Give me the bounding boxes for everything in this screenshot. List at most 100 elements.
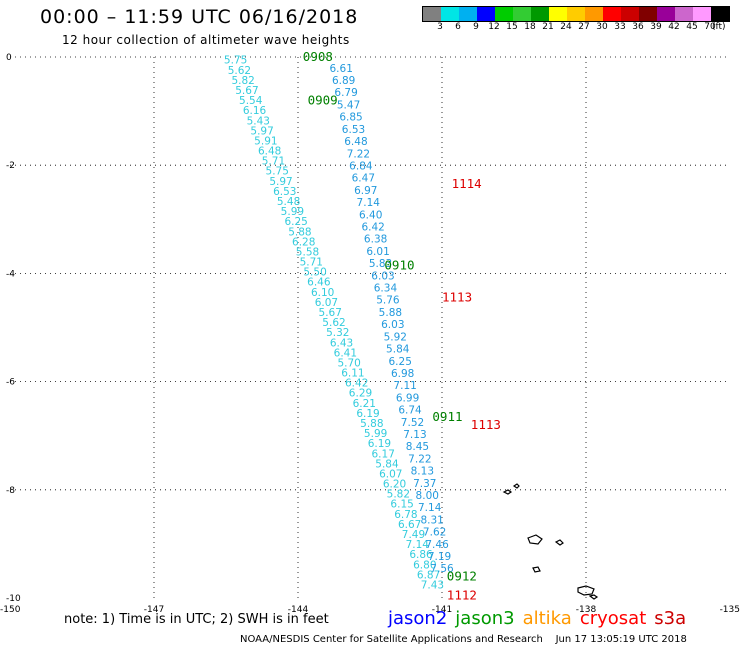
swh-value-label: 6.86 bbox=[409, 549, 433, 561]
colorbar-label: 42 bbox=[668, 22, 680, 32]
swh-value-label: 6.47 bbox=[352, 173, 375, 185]
colorbar-swatch bbox=[657, 7, 675, 21]
swh-value-label: 6.03 bbox=[371, 270, 394, 282]
colorbar-swatch bbox=[567, 7, 585, 21]
swh-value-label: 6.61 bbox=[330, 63, 353, 75]
swh-value-label: 7.37 bbox=[413, 478, 436, 490]
swh-value-label: 5.76 bbox=[376, 295, 400, 307]
swh-value-label: 5.97 bbox=[269, 176, 292, 188]
swh-value-label: 5.43 bbox=[247, 115, 270, 127]
colorbar-label: 15 bbox=[506, 22, 518, 32]
swh-value-label: 8.45 bbox=[406, 441, 429, 453]
pass-time-label: 0911 bbox=[432, 409, 462, 424]
swh-value-label: 6.28 bbox=[292, 236, 315, 248]
pass-time-label: 1113 bbox=[471, 417, 501, 432]
swh-value-label: 6.42 bbox=[361, 221, 384, 233]
swh-value-label: 6.01 bbox=[366, 246, 389, 258]
y-tick-label: -8 bbox=[6, 486, 15, 496]
swh-value-label: 6.87 bbox=[417, 569, 440, 581]
swh-value-label: 6.48 bbox=[344, 136, 367, 148]
colorbar-label: 39 bbox=[650, 22, 662, 32]
swh-value-label: 5.58 bbox=[296, 246, 319, 258]
island-outline bbox=[554, 539, 564, 546]
swh-value-label: 5.47 bbox=[337, 99, 360, 111]
swh-value-label: 7.46 bbox=[425, 539, 449, 551]
colorbar-label: 30 bbox=[596, 22, 608, 32]
colorbar-label: 12 bbox=[488, 22, 500, 32]
swh-value-label: 5.99 bbox=[364, 428, 387, 440]
pass-time-label: 0910 bbox=[384, 257, 414, 272]
swh-value-label: 6.42 bbox=[345, 378, 368, 390]
y-tick-label: 0 bbox=[6, 53, 12, 63]
swh-value-label: 5.62 bbox=[322, 317, 345, 329]
swh-value-label: 6.19 bbox=[356, 408, 379, 420]
swh-value-label: 5.82 bbox=[387, 489, 410, 501]
colorbar-label: 36 bbox=[632, 22, 644, 32]
colorbar-swatch bbox=[549, 7, 567, 21]
swh-value-label: 5.71 bbox=[262, 156, 285, 168]
swh-value-label: 6.53 bbox=[273, 186, 296, 198]
swh-value-label: 5.48 bbox=[277, 196, 300, 208]
x-tick-label: -150 bbox=[0, 605, 21, 615]
colorbar-label: 9 bbox=[473, 22, 479, 32]
swh-value-label: 7.62 bbox=[423, 527, 446, 539]
swh-value-label: 6.98 bbox=[391, 368, 414, 380]
legend-item-cryosat: cryosat bbox=[579, 608, 647, 629]
swh-value-label: 5.88 bbox=[379, 307, 402, 319]
legend-item-jason2: jason2 bbox=[388, 608, 448, 629]
colorbar-label: 18 bbox=[524, 22, 536, 32]
y-tick-label: -6 bbox=[6, 378, 15, 388]
swh-value-label: 7.43 bbox=[421, 579, 444, 591]
swh-value-label: 7.52 bbox=[401, 417, 424, 429]
swh-value-label: 7.14 bbox=[406, 539, 430, 551]
swh-value-label: 5.67 bbox=[319, 307, 342, 319]
swh-value-label: 6.48 bbox=[258, 146, 281, 158]
swh-value-label: 6.40 bbox=[359, 209, 382, 221]
pass-time-label: 1114 bbox=[452, 176, 482, 191]
swh-value-label: 6.07 bbox=[379, 468, 402, 480]
swh-value-label: 6.99 bbox=[396, 392, 419, 404]
y-tick-label: -2 bbox=[6, 161, 15, 171]
island-outline bbox=[512, 483, 520, 489]
swh-value-label: 6.20 bbox=[383, 479, 406, 491]
island-outline bbox=[532, 566, 541, 573]
swh-value-label: 6.15 bbox=[390, 499, 413, 511]
swh-value-label: 6.03 bbox=[381, 319, 404, 331]
colorbar-label: 24 bbox=[560, 22, 572, 32]
legend-item-s3a: s3a bbox=[654, 608, 687, 629]
colorbar bbox=[422, 6, 730, 22]
swh-value-label: 6.38 bbox=[364, 234, 387, 246]
legend-item-jason3: jason3 bbox=[455, 608, 515, 629]
swh-value-label: 7.56 bbox=[430, 563, 454, 575]
legend-item-altika: altika bbox=[522, 608, 572, 629]
credit-text: NOAA/NESDIS Center for Satellite Applica… bbox=[240, 634, 687, 645]
colorbar-swatch bbox=[423, 7, 441, 21]
colorbar-label: 27 bbox=[578, 22, 590, 32]
colorbar-swatch bbox=[621, 7, 639, 21]
swh-value-label: 7.14 bbox=[418, 502, 442, 514]
swh-value-label: 5.99 bbox=[281, 206, 304, 218]
x-tick-label: -138 bbox=[576, 605, 597, 615]
swh-value-label: 6.17 bbox=[372, 448, 395, 460]
colorbar-label: 33 bbox=[614, 22, 626, 32]
swh-value-label: 5.75 bbox=[266, 166, 289, 178]
swh-value-label: 7.22 bbox=[347, 148, 370, 160]
swh-value-label: 5.71 bbox=[300, 257, 323, 269]
x-tick-label: -135 bbox=[720, 605, 740, 615]
swh-value-label: 5.75 bbox=[224, 55, 247, 67]
colorbar-swatch bbox=[477, 7, 495, 21]
swh-value-label: 5.82 bbox=[231, 75, 254, 87]
swh-value-label: 6.46 bbox=[307, 277, 331, 289]
swh-value-label: 6.11 bbox=[341, 368, 364, 380]
swh-value-label: 8.13 bbox=[411, 466, 434, 478]
colorbar-swatch bbox=[495, 7, 513, 21]
y-tick-label: -4 bbox=[6, 269, 15, 279]
swh-value-label: 7.11 bbox=[393, 380, 416, 392]
swh-value-label: 6.16 bbox=[243, 105, 267, 117]
swh-value-label: 6.85 bbox=[339, 112, 362, 124]
swh-value-label: 6.19 bbox=[368, 438, 391, 450]
pass-time-label: 0908 bbox=[303, 49, 333, 64]
swh-value-label: 5.91 bbox=[254, 135, 277, 147]
colorbar-swatch bbox=[531, 7, 549, 21]
colorbar-swatch bbox=[441, 7, 459, 21]
